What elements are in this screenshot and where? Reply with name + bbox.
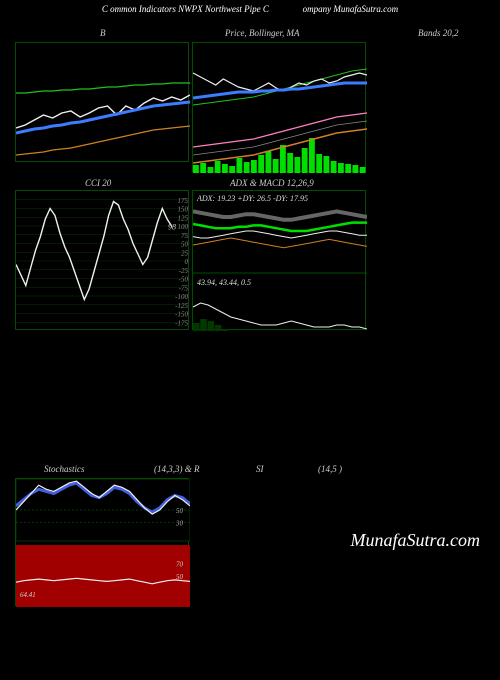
svg-text:175: 175	[178, 197, 189, 205]
title-stoch-left: Stochastics	[44, 464, 85, 474]
title-stoch-si: SI	[256, 464, 264, 474]
panel-b	[15, 42, 189, 162]
svg-text:64.41: 64.41	[20, 591, 36, 599]
svg-text:0: 0	[185, 258, 189, 266]
svg-text:50: 50	[176, 507, 184, 515]
svg-text:-150: -150	[175, 311, 188, 319]
svg-text:70: 70	[176, 561, 184, 569]
hdr-right: ompany MunafaSutra.com	[303, 4, 399, 14]
title-stoch-right: (14,5 )	[318, 464, 342, 474]
svg-text:-25: -25	[179, 267, 189, 275]
title-b: B	[100, 28, 106, 38]
svg-text:100: 100	[178, 223, 189, 231]
title-stoch-mid: (14,3,3) & R	[154, 464, 200, 474]
panel-stoch: 50 30 64.41 70 50	[15, 478, 189, 606]
svg-text:-100: -100	[175, 293, 188, 301]
svg-text:98: 98	[168, 223, 176, 232]
svg-text:-50: -50	[179, 276, 189, 284]
svg-text:-75: -75	[179, 284, 189, 292]
panel-price	[192, 42, 366, 172]
svg-text:-175: -175	[175, 319, 188, 327]
title-cci: CCI 20	[85, 178, 111, 188]
svg-text:25: 25	[181, 249, 189, 257]
svg-text:43.94, 43.44, 0.5: 43.94, 43.44, 0.5	[197, 278, 251, 287]
page-header: C ommon Indicators NWPX Northwest Pipe C…	[0, 0, 500, 22]
svg-text:125: 125	[178, 214, 189, 222]
watermark: MunafaSutra.com	[351, 530, 481, 551]
svg-text:150: 150	[178, 206, 189, 214]
panel-adx: ADX: 19.23 +DY: 26.5 -DY: 17.95 43.94, 43…	[192, 190, 366, 330]
title-bands: Bands 20,2	[418, 28, 459, 38]
title-price: Price, Bollinger, MA	[225, 28, 299, 38]
svg-text:-125: -125	[175, 302, 188, 310]
title-adx: ADX & MACD 12,26,9	[230, 178, 314, 188]
svg-text:75: 75	[181, 232, 189, 240]
panel-cci: 1751501251007550250-25-50-75-100-125-150…	[15, 190, 189, 330]
svg-text:ADX: 19.23 +DY: 26.5 -DY: 17.9: ADX: 19.23 +DY: 26.5 -DY: 17.95	[196, 194, 308, 203]
svg-text:50: 50	[176, 573, 184, 581]
svg-text:30: 30	[175, 519, 184, 527]
hdr-mid: ommon Indicators NWPX Northwest Pipe C	[110, 4, 269, 14]
svg-text:50: 50	[181, 241, 189, 249]
hdr-left: C	[102, 4, 108, 14]
